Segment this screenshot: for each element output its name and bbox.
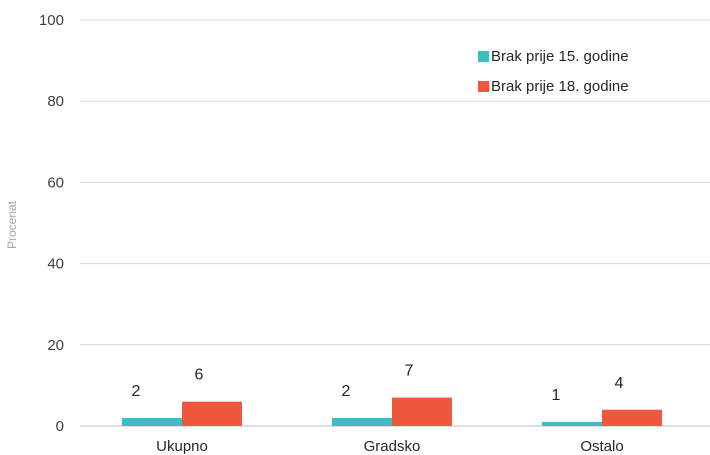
bar-gradsko-series-2 (392, 397, 452, 426)
y-tick-label: 40 (47, 256, 64, 273)
y-tick-label: 20 (47, 337, 64, 354)
legend-label-1: Brak prije 15. godine (491, 48, 629, 65)
data-label: 4 (615, 375, 624, 392)
data-label: 2 (342, 383, 351, 400)
legend-swatch-2 (478, 81, 489, 92)
bar-gradsko-series-1 (332, 417, 392, 426)
bar-ostalo-series-1 (542, 421, 602, 426)
y-axis-ticks: 0 20 40 60 80 100 (39, 12, 64, 435)
data-label: 1 (552, 387, 561, 404)
x-axis-ticks: Ukupno Gradsko Ostalo (156, 438, 624, 455)
y-tick-label: 100 (39, 12, 64, 29)
legend: Brak prije 15. godine Brak prije 18. godi… (478, 48, 629, 95)
bar-ukupno-series-2 (182, 401, 242, 426)
x-tick-label: Gradsko (364, 438, 421, 455)
x-tick-label: Ostalo (580, 438, 623, 455)
legend-swatch-1 (478, 51, 489, 62)
y-tick-label: 0 (56, 418, 64, 435)
data-label: 2 (132, 383, 141, 400)
data-label: 7 (405, 363, 414, 380)
x-tick-label: Ukupno (156, 438, 208, 455)
data-label: 6 (195, 367, 204, 384)
legend-label-2: Brak prije 18. godine (491, 78, 629, 95)
y-axis-label: Procenat (5, 200, 19, 249)
data-labels: 2 6 2 7 1 4 (132, 363, 624, 404)
bar-ostalo-series-2 (602, 409, 662, 426)
bars (122, 397, 662, 426)
y-tick-label: 80 (47, 93, 64, 110)
bar-ukupno-series-1 (122, 417, 182, 426)
y-tick-label: 60 (47, 174, 64, 191)
